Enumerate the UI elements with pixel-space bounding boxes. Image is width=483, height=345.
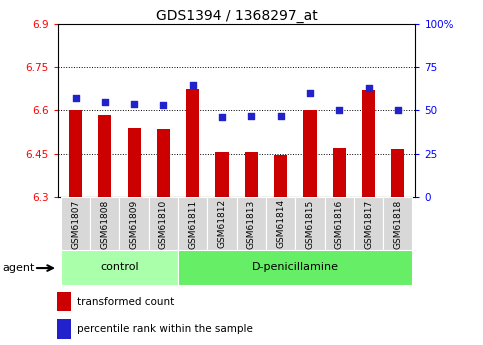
Bar [333,148,346,197]
Bar [149,197,178,250]
Bar [295,197,325,250]
Point [247,113,255,118]
Text: GSM61816: GSM61816 [335,199,344,249]
Bar [69,110,82,197]
Bar [245,152,258,197]
Bar [61,250,178,285]
Text: GSM61817: GSM61817 [364,199,373,249]
Bar [383,197,412,250]
Bar [178,250,412,285]
Point [394,108,402,113]
Text: GSM61810: GSM61810 [159,199,168,249]
Bar [274,155,287,197]
Text: control: control [100,263,139,272]
Bar [215,152,228,197]
Point [101,99,109,105]
Text: agent: agent [2,264,35,273]
Bar [354,197,383,250]
Point [130,101,138,106]
Point [335,108,343,113]
Bar [128,128,141,197]
Bar [98,115,112,197]
Title: GDS1394 / 1368297_at: GDS1394 / 1368297_at [156,9,317,23]
Bar [57,292,71,311]
Bar [237,197,266,250]
Point [218,115,226,120]
Text: percentile rank within the sample: percentile rank within the sample [77,324,253,334]
Text: GSM61812: GSM61812 [217,199,227,248]
Bar [178,197,207,250]
Bar [157,129,170,197]
Text: GSM61813: GSM61813 [247,199,256,249]
Text: GSM61811: GSM61811 [188,199,197,249]
Point [365,85,372,91]
Bar [207,197,237,250]
Bar [266,197,295,250]
Bar [57,319,71,339]
Text: GSM61818: GSM61818 [393,199,402,249]
Text: GSM61807: GSM61807 [71,199,80,249]
Point [71,96,79,101]
Text: GSM61809: GSM61809 [129,199,139,249]
Bar [303,110,316,197]
Bar [391,149,404,197]
Point [159,102,167,108]
Text: transformed count: transformed count [77,297,174,307]
Bar [186,89,199,197]
Point [189,82,197,87]
Text: D-penicillamine: D-penicillamine [252,263,339,272]
Text: GSM61815: GSM61815 [305,199,314,249]
Point [277,113,284,118]
Text: GSM61814: GSM61814 [276,199,285,248]
Bar [61,197,90,250]
Point [306,90,314,96]
Text: GSM61808: GSM61808 [100,199,109,249]
Bar [325,197,354,250]
Bar [90,197,119,250]
Bar [362,90,375,197]
Bar [119,197,149,250]
